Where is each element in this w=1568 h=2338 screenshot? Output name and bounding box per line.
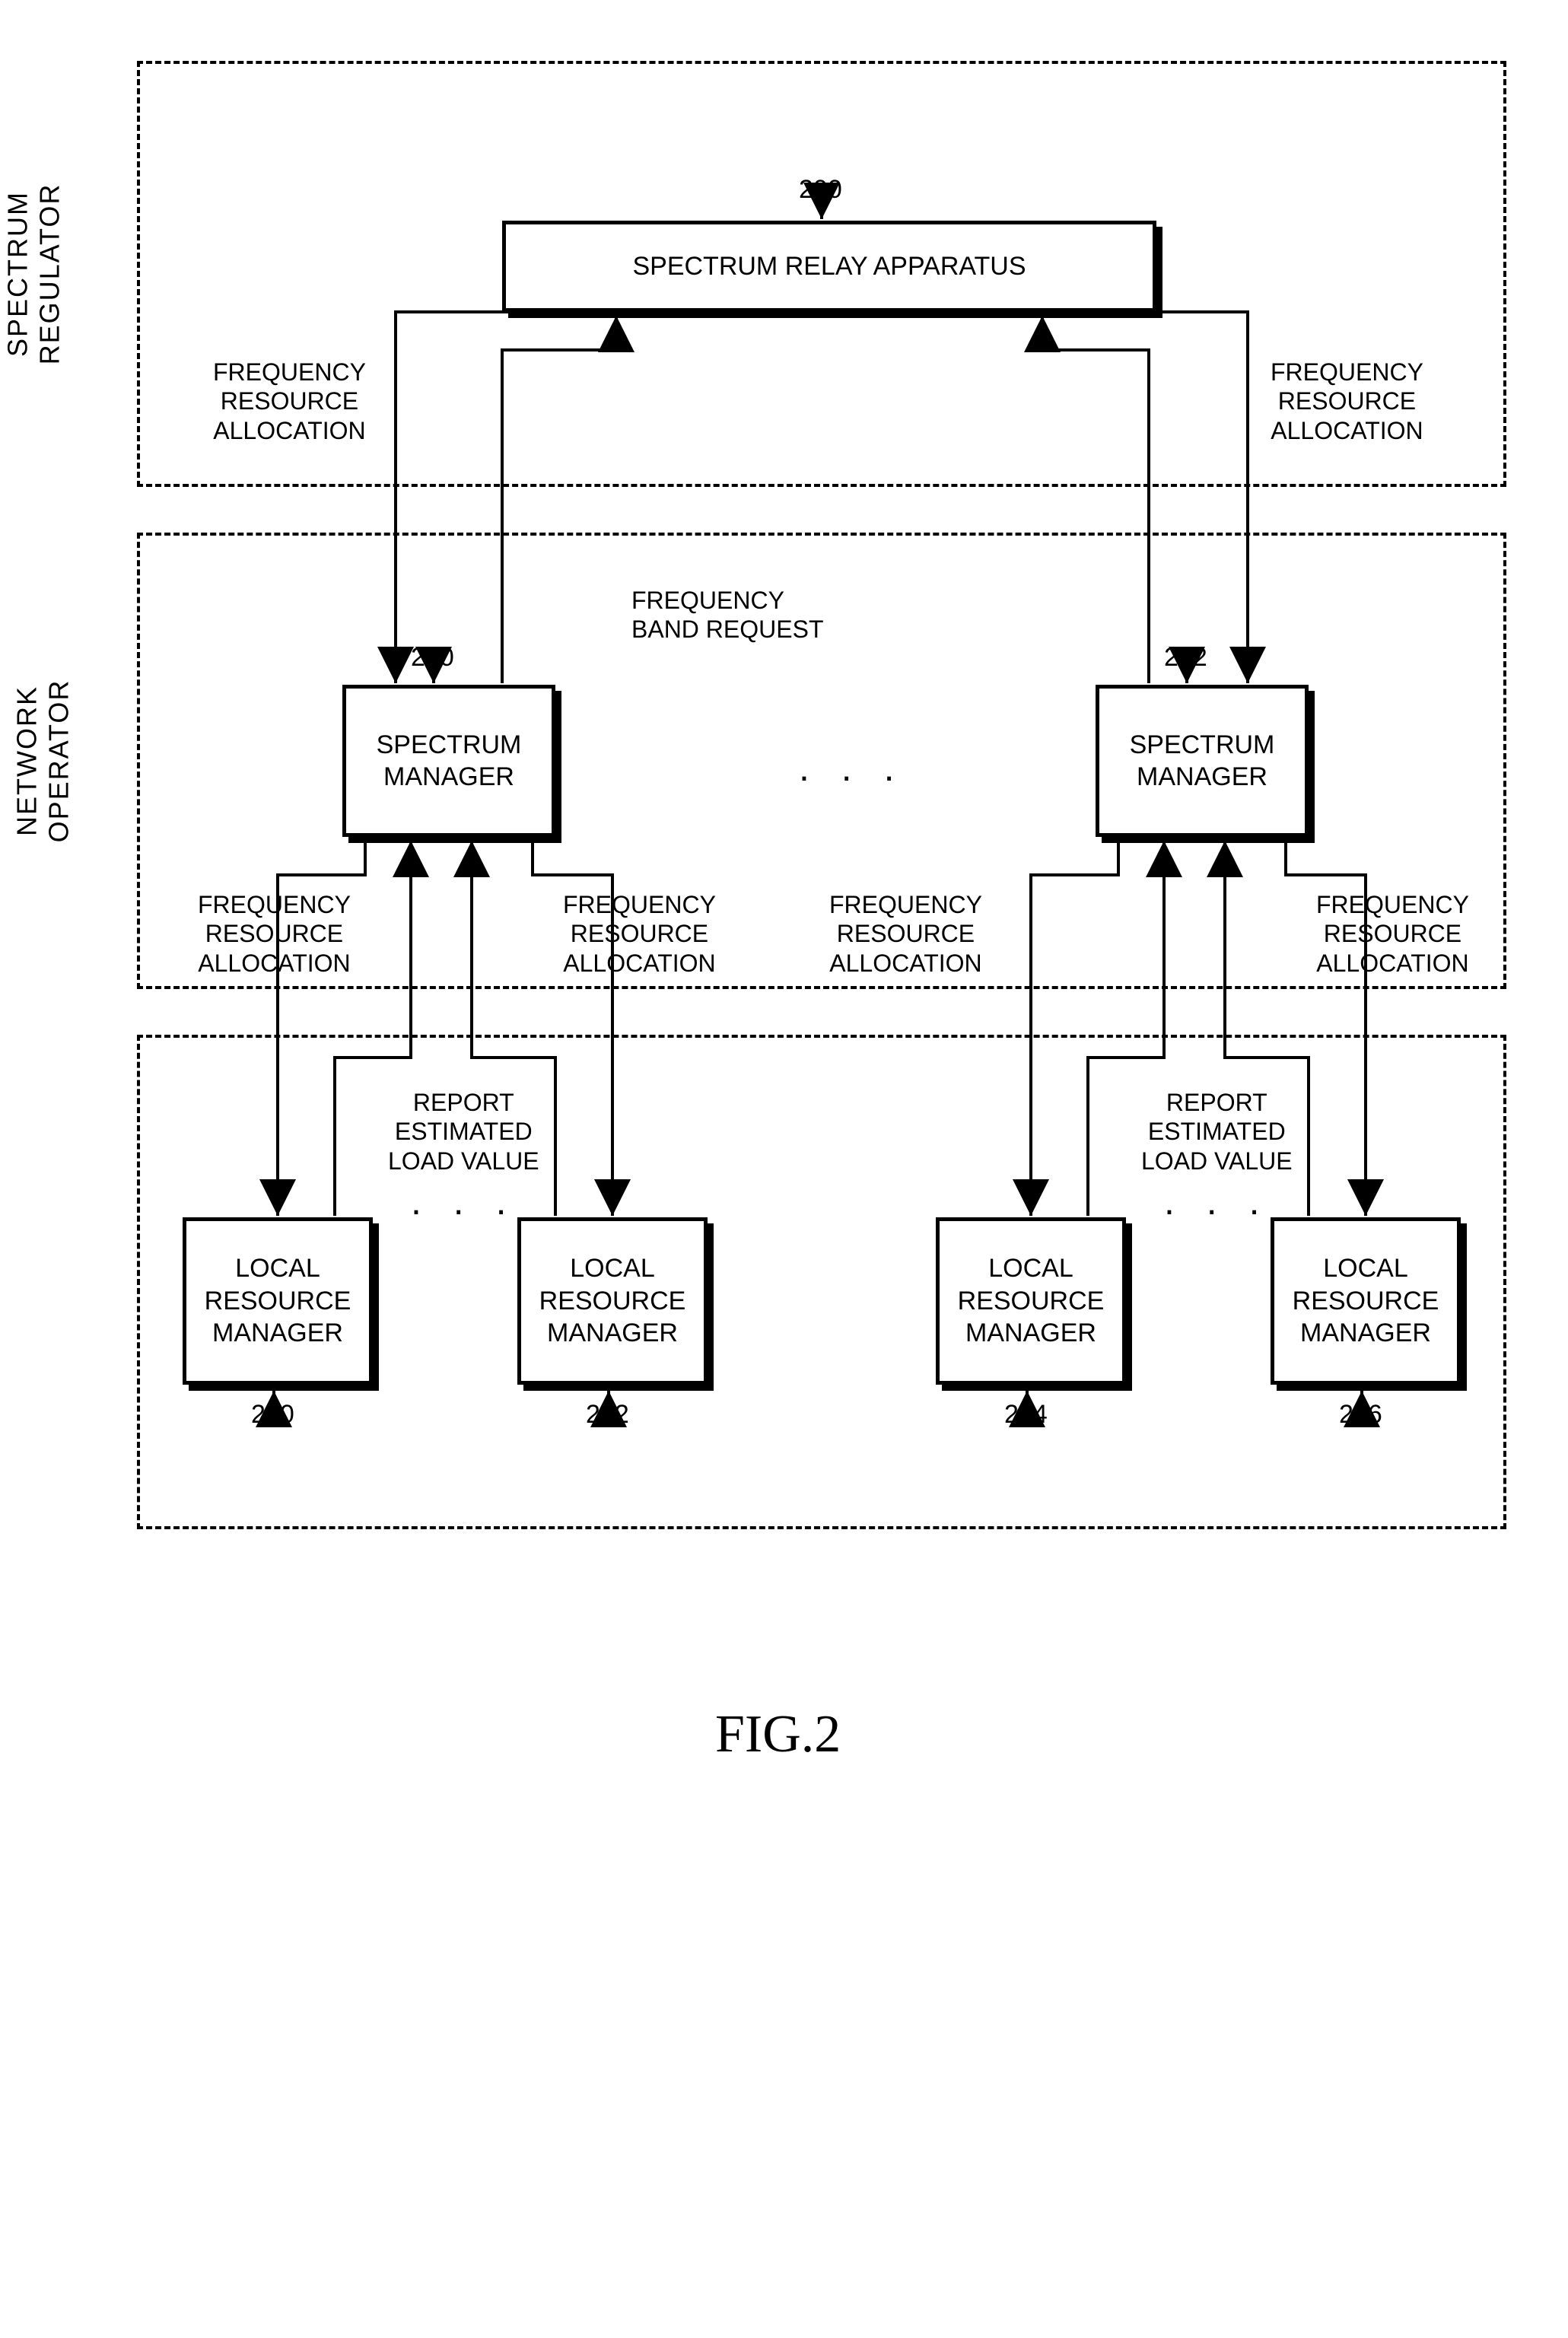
label-fra-sm2-lrm3: FREQUENCY RESOURCE ALLOCATION bbox=[829, 890, 982, 978]
figure-label: FIG.2 bbox=[715, 1704, 841, 1765]
box-label: LOCAL RESOURCE MANAGER bbox=[958, 1252, 1105, 1350]
label-fra-sm1-lrm2: FREQUENCY RESOURCE ALLOCATION bbox=[563, 890, 716, 978]
box-local-resource-manager-4: LOCAL RESOURCE MANAGER bbox=[1271, 1217, 1461, 1385]
label-fra-sm2-lrm4: FREQUENCY RESOURCE ALLOCATION bbox=[1316, 890, 1469, 978]
dots-lrm-g2: . . . bbox=[1164, 1179, 1270, 1223]
num-lrm3: 224 bbox=[1004, 1400, 1048, 1430]
box-label: SPECTRUM MANAGER bbox=[377, 729, 522, 794]
num-sm2: 212 bbox=[1164, 643, 1207, 673]
label-fra-relay-sm1: FREQUENCY RESOURCE ALLOCATION bbox=[213, 358, 366, 445]
layer-label-operator: NETWORK OPERATOR bbox=[11, 679, 75, 843]
box-spectrum-manager-2: SPECTRUM MANAGER bbox=[1096, 685, 1309, 837]
num-lrm1: 220 bbox=[251, 1400, 294, 1430]
box-local-resource-manager-2: LOCAL RESOURCE MANAGER bbox=[517, 1217, 708, 1385]
label-fbr-sm1: FREQUENCY BAND REQUEST bbox=[631, 586, 823, 644]
num-lrm2: 222 bbox=[586, 1400, 629, 1430]
box-spectrum-manager-1: SPECTRUM MANAGER bbox=[342, 685, 555, 837]
box-label: LOCAL RESOURCE MANAGER bbox=[539, 1252, 686, 1350]
label-report-group1: REPORT ESTIMATED LOAD VALUE bbox=[388, 1088, 539, 1175]
box-label: LOCAL RESOURCE MANAGER bbox=[1293, 1252, 1439, 1350]
num-relay: 200 bbox=[799, 175, 842, 205]
label-fra-relay-sm2: FREQUENCY RESOURCE ALLOCATION bbox=[1271, 358, 1423, 445]
box-local-resource-manager-1: LOCAL RESOURCE MANAGER bbox=[183, 1217, 373, 1385]
diagram-container: SPECTRUM REGULATOR NETWORK OPERATOR RNC/… bbox=[30, 30, 1537, 2305]
label-fra-sm1-lrm1: FREQUENCY RESOURCE ALLOCATION bbox=[198, 890, 351, 978]
dots-lrm-g1: . . . bbox=[411, 1179, 517, 1223]
box-label: SPECTRUM MANAGER bbox=[1130, 729, 1275, 794]
num-lrm4: 226 bbox=[1339, 1400, 1382, 1430]
num-sm1: 210 bbox=[411, 643, 454, 673]
label-report-group2: REPORT ESTIMATED LOAD VALUE bbox=[1141, 1088, 1293, 1175]
layer-label-regulator: SPECTRUM REGULATOR bbox=[2, 183, 66, 365]
box-local-resource-manager-3: LOCAL RESOURCE MANAGER bbox=[936, 1217, 1126, 1385]
dots-sm-between: . . . bbox=[799, 746, 905, 790]
box-label: SPECTRUM RELAY APPARATUS bbox=[632, 250, 1026, 283]
box-spectrum-relay: SPECTRUM RELAY APPARATUS bbox=[502, 221, 1156, 312]
box-label: LOCAL RESOURCE MANAGER bbox=[205, 1252, 351, 1350]
